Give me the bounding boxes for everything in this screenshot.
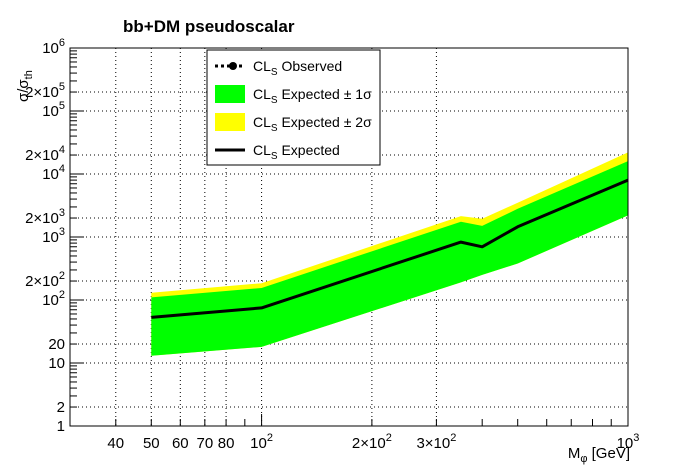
- chart-title: bb+DM pseudoscalar: [123, 17, 295, 36]
- legend-label: CLS Expected ± 2σ: [253, 114, 372, 134]
- band-1sigma: [151, 161, 629, 356]
- x-tick-label: 2×102: [352, 432, 392, 452]
- axis-ticks: [69, 47, 629, 427]
- y-tick-label: 20: [48, 336, 65, 353]
- legend-label: CLS Expected ± 1σ: [253, 86, 372, 106]
- x-tick-label: 3×102: [416, 432, 456, 452]
- y-tick-label: 105: [42, 100, 65, 120]
- y-tick-label: 2×103: [25, 207, 65, 227]
- bands: [151, 152, 629, 356]
- y-tick-label: 102: [42, 289, 65, 309]
- x-tick-labels: 40 50 60 70 80 102 2×102 3×102 103: [107, 432, 639, 452]
- x-tick-label: 80: [218, 435, 235, 452]
- y-tick-label: 2×105: [25, 81, 65, 101]
- x-axis-label: Mφ [GeV]: [568, 445, 630, 465]
- x-tick-label: 50: [143, 435, 160, 452]
- x-tick-label: 40: [107, 435, 124, 452]
- y-tick-label: 104: [42, 163, 65, 183]
- legend-box: [206, 49, 381, 166]
- legend-label: CLS Observed: [253, 58, 342, 78]
- legend-label: CLS Expected: [253, 142, 340, 162]
- expected-line: [151, 178, 629, 319]
- y-tick-label: 2: [57, 399, 65, 416]
- legend-swatch-marker: [229, 62, 237, 70]
- expected-line-layer: [151, 178, 629, 319]
- legend-swatch-fill: [215, 85, 245, 103]
- y-tick-label: 103: [42, 226, 65, 246]
- x-tick-label: 103: [617, 432, 640, 452]
- y-tick-label: 10: [48, 355, 65, 372]
- x-tick-label: 60: [172, 435, 189, 452]
- y-tick-label: 106: [42, 37, 65, 57]
- y-tick-label: 2×102: [25, 270, 65, 290]
- x-tick-label: 102: [250, 432, 273, 452]
- legend: CLS Observed CLS Expected ± 1σ CLS Expecte…: [206, 49, 381, 166]
- legend-swatch-fill: [215, 113, 245, 131]
- y-tick-label: 2×104: [25, 144, 65, 164]
- y-tick-label: 1: [57, 418, 65, 435]
- x-tick-label: 70: [196, 435, 213, 452]
